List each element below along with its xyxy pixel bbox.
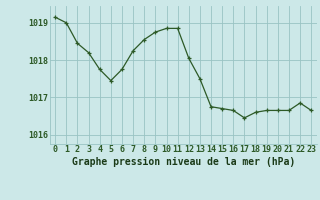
X-axis label: Graphe pression niveau de la mer (hPa): Graphe pression niveau de la mer (hPa) [72,157,295,167]
